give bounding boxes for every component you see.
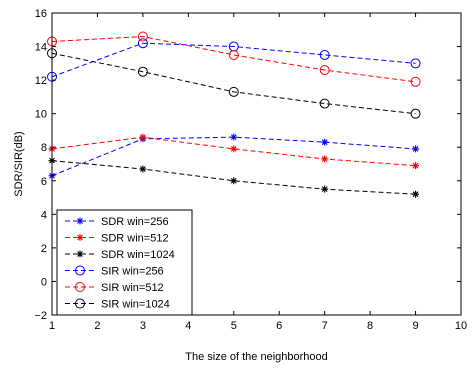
legend-item: SIR win=1024: [65, 298, 170, 311]
y-tick-label: 6: [41, 176, 47, 188]
data-point: [319, 98, 330, 109]
legend-item: SDR win=1024: [65, 249, 175, 261]
series-layer: [47, 31, 421, 198]
x-tick-label: 4: [185, 320, 191, 332]
data-point: [410, 58, 421, 69]
x-axis-label: The size of the neighborhood: [185, 351, 328, 363]
data-point: [412, 145, 420, 153]
y-tick-label: −2: [34, 310, 47, 322]
y-tick-label: 16: [35, 8, 47, 20]
legend-marker: [75, 298, 85, 309]
series-line: [51, 42, 416, 78]
series-line: [51, 35, 416, 83]
y-tick-label: 4: [41, 209, 47, 221]
data-point: [230, 145, 238, 153]
legend-box: [56, 209, 193, 316]
data-point: [228, 49, 239, 60]
series: [48, 133, 420, 180]
x-tick-label: 1: [49, 320, 55, 332]
data-point: [228, 41, 239, 52]
y-tick-label: 8: [41, 142, 47, 154]
legend-label: SIR win=1024: [101, 299, 170, 311]
y-axis-label: SDR/SIR(dB): [13, 131, 25, 196]
x-tick-label: 9: [412, 320, 418, 332]
y-tick-label: 0: [41, 276, 47, 288]
data-point: [319, 65, 330, 76]
legend-label: SDR win=256: [101, 216, 169, 228]
legend-item: SIR win=512: [65, 282, 164, 294]
legend-marker: [76, 234, 84, 241]
x-tick-label: 10: [455, 320, 467, 332]
series-line: [51, 136, 416, 177]
legend-label: SIR win=256: [101, 266, 164, 278]
data-point: [137, 31, 148, 42]
data-point: [410, 108, 421, 119]
legend-marker: [76, 250, 84, 258]
data-point: [321, 155, 329, 163]
series: [48, 157, 420, 198]
legend-item: SDR win=256: [65, 216, 169, 228]
series-line: [51, 136, 416, 167]
y-tick-label: 14: [35, 42, 47, 54]
x-tick-label: 2: [94, 320, 100, 332]
x-tick-label: 6: [276, 320, 282, 332]
y-tick-label: 2: [41, 243, 47, 255]
legend: SDR win=256 SDR win=512 SDR win=1024 SIR wi…: [56, 209, 193, 316]
data-point: [139, 165, 147, 173]
plot-area-frame: [51, 12, 462, 316]
y-tick-label: 10: [35, 109, 47, 121]
data-point: [137, 38, 148, 49]
legend-marker: [75, 265, 85, 276]
legend-label: SIR win=512: [101, 282, 164, 294]
series-line: [51, 160, 416, 195]
data-point: [412, 190, 420, 198]
data-point: [319, 49, 330, 60]
data-point: [410, 76, 421, 87]
data-point: [412, 162, 420, 170]
data-point: [321, 185, 329, 193]
legend-marker: [75, 282, 85, 292]
data-point: [321, 138, 329, 146]
data-point: [137, 66, 148, 77]
data-point: [139, 133, 147, 141]
legend-label: SDR win=512: [101, 233, 169, 245]
series: [47, 31, 421, 87]
x-tick-label: 8: [367, 320, 373, 332]
x-tick-label: 5: [231, 320, 237, 332]
x-tick-label: 7: [322, 320, 328, 332]
data-point: [228, 86, 239, 97]
series-line: [51, 52, 416, 115]
data-point: [230, 133, 238, 141]
legend-marker: [76, 217, 84, 225]
legend-item: SIR win=256: [65, 265, 164, 278]
legend-item: SDR win=512: [65, 233, 169, 245]
legend-label: SDR win=1024: [101, 249, 175, 261]
data-point: [230, 177, 238, 185]
x-tick-label: 3: [140, 320, 146, 332]
y-tick-label: 12: [35, 75, 47, 87]
